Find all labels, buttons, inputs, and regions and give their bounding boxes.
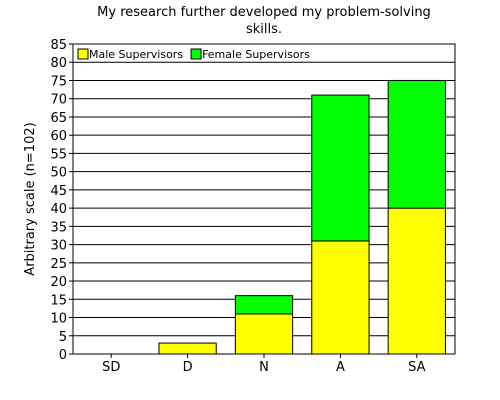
y-tick-label: 75	[50, 74, 67, 89]
bars	[158, 79, 446, 355]
y-tick-label: 25	[50, 257, 67, 272]
bar-sa-male-supervisors	[387, 207, 446, 355]
y-tick-label: 35	[50, 220, 67, 235]
bar-n-female-supervisors	[234, 295, 294, 315]
legend-label: Female Supervisors	[202, 48, 310, 61]
y-tick-label: 55	[50, 147, 67, 162]
y-tick-label: 45	[50, 184, 67, 199]
x-tick-label: SD	[102, 360, 120, 375]
axes: 0 5 10 15 20 25 30 35 40 45 50 55 60 65 70 75 80 85 SD D N A S…	[50, 38, 456, 375]
y-tick-label: 85	[50, 38, 67, 53]
y-tick-label: 30	[50, 239, 67, 254]
legend-label: Male Supervisors	[89, 48, 183, 61]
chart-title-line-2: skills.	[246, 22, 282, 37]
bar-d-male-supervisors	[158, 342, 217, 355]
y-tick-label: 80	[50, 56, 67, 71]
y-tick-label: 15	[50, 293, 67, 308]
y-tick-label: 5	[59, 330, 67, 345]
x-tick-label: SA	[408, 360, 425, 375]
x-tick-label: A	[336, 360, 345, 375]
y-tick-label: 70	[50, 93, 67, 108]
y-tick-label: 40	[50, 202, 67, 217]
plot-frame	[72, 43, 456, 355]
legend-swatch	[190, 48, 202, 60]
y-tick-label: 65	[50, 111, 67, 126]
y-axis-label: Arbitrary scale (n=102)	[23, 122, 38, 275]
y-tick-label: 20	[50, 275, 67, 290]
legend: Male Supervisors Female Supervisors	[77, 48, 310, 61]
y-tick-label: 0	[59, 348, 67, 363]
bar-n-male-supervisors	[234, 313, 294, 355]
y-tick-label: 60	[50, 129, 67, 144]
y-tick-label: 50	[50, 166, 67, 181]
bar-sa-female-supervisors	[387, 79, 446, 209]
legend-swatch	[77, 48, 89, 60]
bar-a-female-supervisors	[311, 94, 370, 242]
y-tick-label: 10	[50, 312, 67, 327]
x-tick-label: N	[259, 360, 269, 375]
chart-title-line-1: My research further developed my problem…	[97, 5, 431, 20]
bar-a-male-supervisors	[311, 240, 370, 355]
x-tick-label: D	[183, 360, 193, 375]
